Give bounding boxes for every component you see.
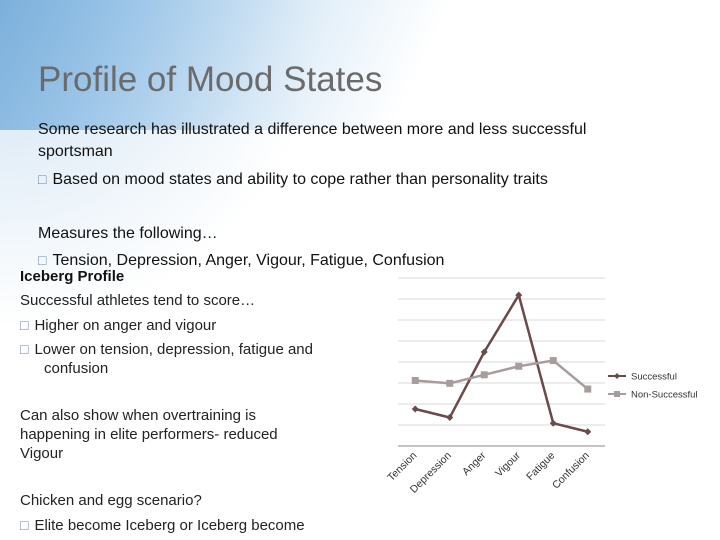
bullet-measures: □ Tension, Depression, Anger, Vigour, Fat… — [38, 249, 444, 272]
x-tick-label: Vigour — [493, 449, 523, 479]
bullet-cope: □ Based on mood states and ability to cop… — [38, 168, 548, 191]
bullet-icon: □ — [38, 171, 47, 187]
iceberg-heading: Iceberg Profile — [20, 268, 125, 285]
successful-text: Successful athletes tend to score… — [20, 292, 256, 309]
bullet-measures-text: Tension, Depression, Anger, Vigour, Fati… — [52, 252, 445, 269]
series-line-successful — [414, 291, 589, 433]
x-tick-label: Fatigue — [524, 450, 557, 483]
series-line-non-successful — [415, 359, 589, 391]
data-point — [446, 379, 454, 387]
background-glow — [0, 0, 330, 330]
data-point — [549, 357, 557, 365]
data-point — [515, 362, 523, 370]
bullet-icon: □ — [20, 341, 29, 357]
bullet-higher: □ Higher on anger and vigour — [20, 314, 216, 337]
x-tick-label: Anger — [460, 449, 489, 478]
data-point — [515, 291, 523, 299]
x-tick-label: Tension — [385, 450, 419, 484]
bullet-cope-text: Based on mood states and ability to cope… — [52, 171, 548, 188]
overtraining-line-2: happening in elite performers- reduced — [20, 426, 278, 443]
bullet-icon: □ — [20, 517, 29, 533]
bullet-elite-text: Elite become Iceberg or Iceberg become — [34, 517, 305, 534]
intro-line-2: sportsman — [38, 143, 113, 160]
data-point — [584, 428, 592, 436]
overtraining-line-1: Can also show when overtraining is — [20, 407, 256, 424]
overtraining-line-3: Vigour — [20, 445, 64, 462]
bullet-lower: □ Lower on tension, depression, fatigue a… — [20, 338, 313, 361]
bullet-elite: □ Elite become Iceberg or Iceberg become — [20, 514, 305, 537]
bullet-higher-text: Higher on anger and vigour — [34, 317, 217, 334]
bullet-icon: □ — [20, 317, 29, 333]
legend-marker — [614, 373, 620, 379]
data-point — [411, 405, 419, 413]
chicken-egg-text: Chicken and egg scenario? — [20, 492, 202, 509]
background-gradient — [0, 0, 720, 130]
data-point — [411, 377, 419, 385]
data-point — [480, 371, 488, 379]
data-point — [446, 414, 454, 422]
legend-label: Successful — [631, 372, 677, 383]
intro-line-1: Some research has illustrated a differen… — [38, 121, 587, 138]
bullet-icon: □ — [38, 252, 47, 268]
bullet-lower-text: Lower on tension, depression, fatigue an… — [34, 341, 313, 358]
data-point — [584, 385, 592, 393]
slide-title: Profile of Mood States — [38, 60, 383, 99]
data-point — [480, 348, 488, 356]
legend-marker — [614, 391, 620, 397]
bullet-lower-cont: confusion — [44, 360, 109, 377]
x-tick-label: Confusion — [550, 450, 592, 492]
measures-heading: Measures the following… — [38, 225, 218, 242]
data-point — [549, 419, 557, 427]
legend-label: Non-Successful — [631, 390, 698, 401]
